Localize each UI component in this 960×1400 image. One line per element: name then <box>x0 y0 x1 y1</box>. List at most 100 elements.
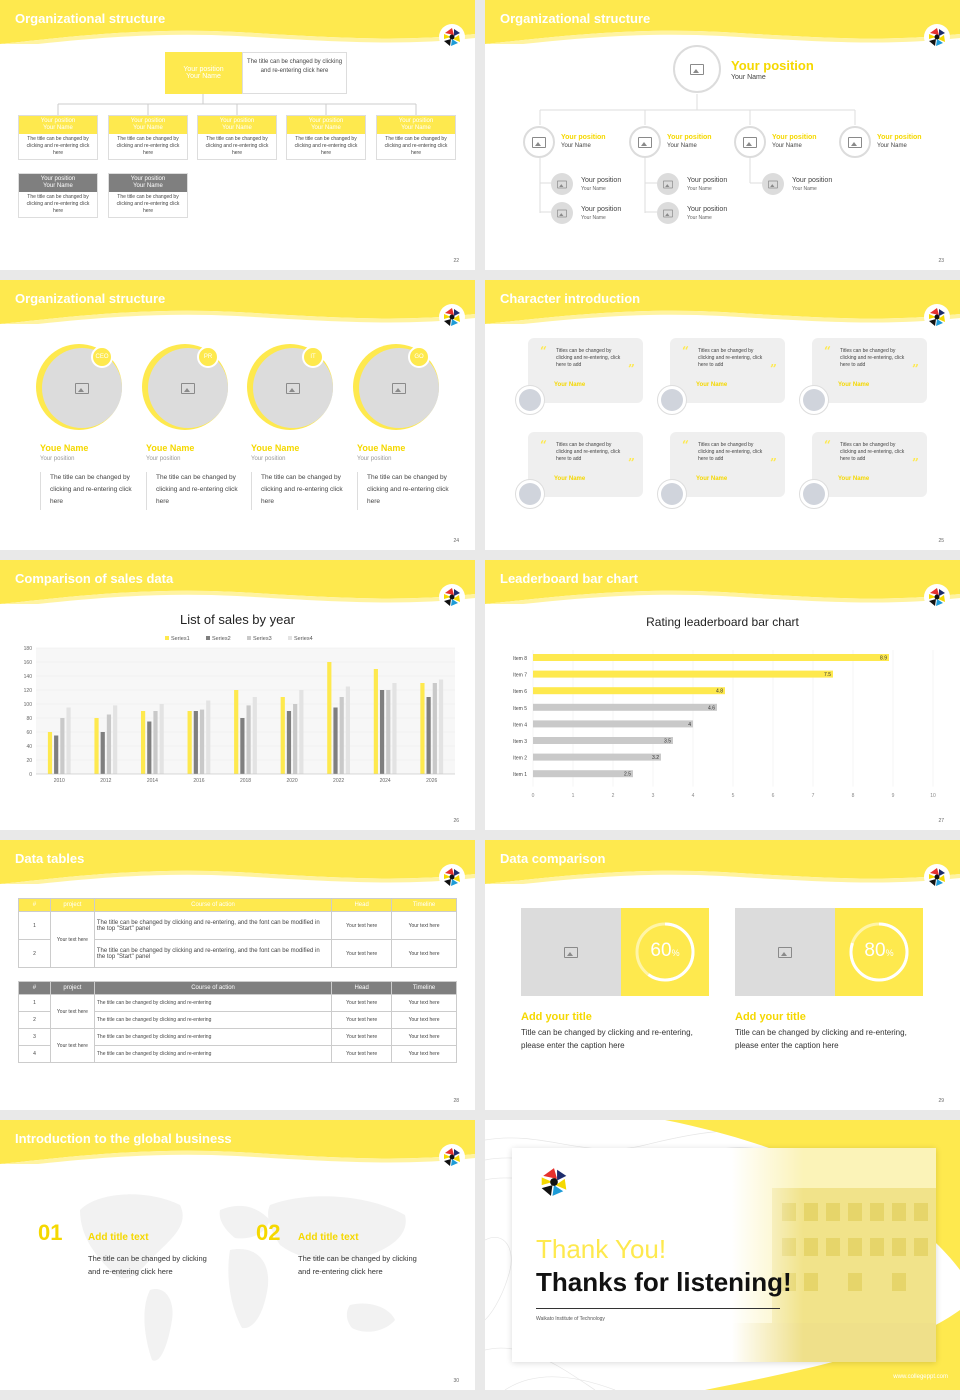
avatar[interactable] <box>839 126 871 158</box>
cell-num: 4 <box>18 1045 51 1063</box>
logo-icon <box>439 1144 465 1170</box>
y-tick-label: 100 <box>24 702 33 708</box>
avatar[interactable] <box>657 173 679 195</box>
y-tick-label: 140 <box>24 674 33 680</box>
table-row[interactable]: 3 Your text here The title can be change… <box>18 1028 457 1063</box>
image-placeholder[interactable] <box>521 908 621 996</box>
avatar[interactable] <box>762 173 784 195</box>
logo-icon <box>924 584 950 610</box>
image-icon <box>557 209 567 217</box>
image-icon <box>663 180 673 188</box>
image-placeholder[interactable] <box>735 908 835 996</box>
org-card[interactable]: Your position Your Name The title can be … <box>108 173 188 218</box>
sub-position: Your position <box>792 177 833 184</box>
slide-22: Organizational structure Your position Y… <box>0 0 475 270</box>
avatar[interactable] <box>734 126 766 158</box>
page-number: 26 <box>453 818 459 824</box>
slide-26: Comparison of sales data List of sales b… <box>0 560 475 830</box>
table-row[interactable]: 1 Your text here The title can be change… <box>18 994 457 1029</box>
quote-open-icon: “ <box>682 438 689 452</box>
bar <box>252 697 257 774</box>
cell-head: Your text here <box>331 911 393 940</box>
cell-action: The title can be changed by clicking and… <box>93 939 333 968</box>
card-name: Your Name <box>667 143 697 149</box>
user-icon <box>803 483 825 505</box>
quote-close-icon: ” <box>770 456 777 470</box>
website-url[interactable]: www.collegeppt.com <box>893 1374 948 1380</box>
bar <box>100 732 105 774</box>
quote-card[interactable]: “ Titles can be changed by clicking and … <box>528 338 643 403</box>
avatar[interactable] <box>673 45 721 93</box>
org-card[interactable]: Your position Your Name The title can be … <box>197 115 277 160</box>
bar <box>420 683 425 774</box>
bar <box>327 662 332 774</box>
slide-25: Character introduction “ Titles can be c… <box>485 280 960 550</box>
org-card[interactable]: Your position Your Name The title can be … <box>376 115 456 160</box>
user-icon <box>661 483 683 505</box>
avatar[interactable] <box>551 202 573 224</box>
logo-icon <box>924 864 950 890</box>
card-position: Your position <box>130 118 166 124</box>
world-map-icon <box>80 1194 406 1361</box>
x-tick-label: 2018 <box>240 778 251 784</box>
person-position: Your position <box>40 456 75 462</box>
image-icon <box>690 63 704 75</box>
org-card[interactable]: Your position Your Name The title can be … <box>286 115 366 160</box>
avatar[interactable] <box>523 126 555 158</box>
quote-card[interactable]: “ Titles can be changed by clicking and … <box>812 432 927 497</box>
org-connectors <box>57 94 417 115</box>
bar <box>533 770 633 778</box>
role-badge: GO <box>408 346 430 368</box>
x-tick-label: 10 <box>930 793 936 799</box>
image-icon <box>768 180 778 188</box>
y-tick-label: Item 7 <box>513 673 527 679</box>
avatar[interactable] <box>551 173 573 195</box>
table-row[interactable]: 1 Your text here The title can be change… <box>18 911 457 968</box>
image-icon <box>564 946 578 958</box>
avatar <box>657 385 687 415</box>
cell-timeline: Your text here <box>391 1045 457 1063</box>
quote-text: Titles can be changed by clicking and re… <box>840 442 905 462</box>
col-head: Head <box>331 981 393 995</box>
person-name: Youe Name <box>40 443 89 453</box>
page-number: 28 <box>453 1098 459 1104</box>
quote-card[interactable]: “ Titles can be changed by clicking and … <box>528 432 643 497</box>
card-position: Your position <box>772 134 817 141</box>
table-row[interactable]: 2 The title can be changed by clicking a… <box>18 939 457 968</box>
cell-num: 1 <box>18 911 51 940</box>
y-tick-label: 20 <box>26 758 32 764</box>
legend-swatch <box>247 636 251 640</box>
org-card[interactable]: Your position Your Name The title can be … <box>18 115 98 160</box>
org-top-box[interactable]: Your position Your Name <box>165 52 242 94</box>
quote-card[interactable]: “ Titles can be changed by clicking and … <box>670 432 785 497</box>
user-icon <box>519 389 541 411</box>
card-name: Your Name <box>561 143 591 149</box>
x-tick-label: 9 <box>892 793 895 799</box>
quote-close-icon: ” <box>628 456 635 470</box>
x-tick-label: 0 <box>532 793 535 799</box>
quote-card[interactable]: “ Titles can be changed by clicking and … <box>812 338 927 403</box>
bar <box>94 718 99 774</box>
org-card[interactable]: Your position Your Name The title can be … <box>18 173 98 218</box>
quote-text: Titles can be changed by clicking and re… <box>556 348 621 368</box>
user-icon <box>519 483 541 505</box>
image-icon <box>778 946 792 958</box>
quote-card[interactable]: “ Titles can be changed by clicking and … <box>670 338 785 403</box>
bar <box>299 690 304 774</box>
y-tick-label: Item 5 <box>513 706 527 712</box>
quote-text: Titles can be changed by clicking and re… <box>698 348 763 368</box>
cell-timeline: Your text here <box>391 911 457 940</box>
image-icon <box>743 136 757 148</box>
item-heading: Add your title <box>521 1011 592 1023</box>
table-row[interactable]: 4 The title can be changed by clicking a… <box>18 1045 457 1063</box>
slide-title: Introduction to the global business <box>15 1131 232 1146</box>
y-tick-label: Item 4 <box>513 722 527 728</box>
closing-card: Thank You! Thanks for listening! Waikato… <box>512 1148 936 1362</box>
page-number: 24 <box>453 538 459 544</box>
avatar[interactable] <box>657 202 679 224</box>
org-card[interactable]: Your position Your Name The title can be … <box>108 115 188 160</box>
institution-name: Waikato Institute of Technology <box>536 1316 605 1322</box>
avatar[interactable] <box>629 126 661 158</box>
quote-open-icon: “ <box>824 344 831 358</box>
quote-text: Titles can be changed by clicking and re… <box>840 348 905 368</box>
